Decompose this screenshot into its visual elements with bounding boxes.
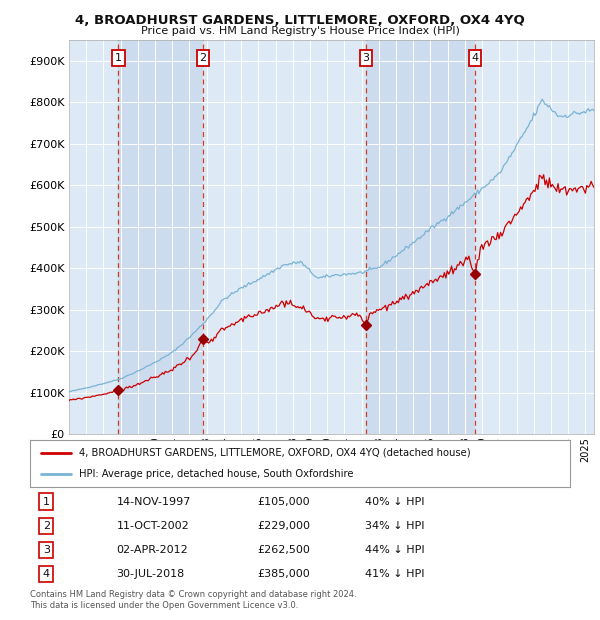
Text: £229,000: £229,000 [257, 521, 310, 531]
Text: 2: 2 [199, 53, 206, 63]
Text: Price paid vs. HM Land Registry's House Price Index (HPI): Price paid vs. HM Land Registry's House … [140, 26, 460, 36]
Text: 4, BROADHURST GARDENS, LITTLEMORE, OXFORD, OX4 4YQ (detached house): 4, BROADHURST GARDENS, LITTLEMORE, OXFOR… [79, 448, 470, 458]
Text: 4: 4 [472, 53, 478, 63]
Text: HPI: Average price, detached house, South Oxfordshire: HPI: Average price, detached house, Sout… [79, 469, 353, 479]
Text: Contains HM Land Registry data © Crown copyright and database right 2024.: Contains HM Land Registry data © Crown c… [30, 590, 356, 600]
Bar [475, 40, 594, 434]
Text: 3: 3 [43, 545, 50, 555]
Text: 11-OCT-2002: 11-OCT-2002 [116, 521, 189, 531]
Text: 1: 1 [115, 53, 122, 63]
Text: 3: 3 [362, 53, 370, 63]
Text: 1: 1 [43, 497, 50, 507]
Text: 02-APR-2012: 02-APR-2012 [116, 545, 188, 555]
Bar [69, 40, 118, 434]
Text: 4: 4 [43, 569, 50, 579]
Bar [118, 40, 203, 434]
Text: 30-JUL-2018: 30-JUL-2018 [116, 569, 185, 579]
Text: This data is licensed under the Open Government Licence v3.0.: This data is licensed under the Open Gov… [30, 601, 298, 611]
Text: 41% ↓ HPI: 41% ↓ HPI [365, 569, 424, 579]
Text: £385,000: £385,000 [257, 569, 310, 579]
Text: 40% ↓ HPI: 40% ↓ HPI [365, 497, 424, 507]
Bar [203, 40, 366, 434]
Text: £105,000: £105,000 [257, 497, 310, 507]
Text: 44% ↓ HPI: 44% ↓ HPI [365, 545, 424, 555]
Text: 2: 2 [43, 521, 50, 531]
Bar [366, 40, 475, 434]
Text: 14-NOV-1997: 14-NOV-1997 [116, 497, 191, 507]
Text: 34% ↓ HPI: 34% ↓ HPI [365, 521, 424, 531]
Text: £262,500: £262,500 [257, 545, 310, 555]
Text: 4, BROADHURST GARDENS, LITTLEMORE, OXFORD, OX4 4YQ: 4, BROADHURST GARDENS, LITTLEMORE, OXFOR… [75, 14, 525, 27]
